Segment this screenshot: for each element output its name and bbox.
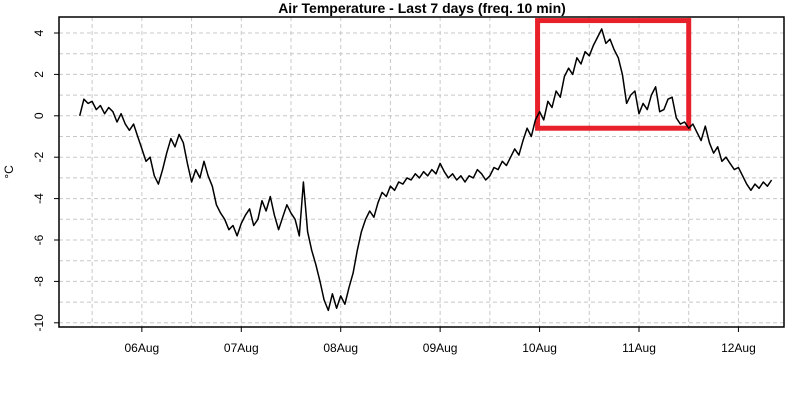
y-tick-label: 4 (32, 29, 46, 36)
plot-frame (58, 16, 785, 328)
x-tick-label: 12Aug (721, 341, 756, 355)
x-tick-label: 10Aug (522, 341, 557, 355)
chart-title: Air Temperature - Last 7 days (freq. 10 … (278, 0, 566, 16)
x-tick-label: 08Aug (323, 341, 358, 355)
grid-layer (59, 17, 784, 327)
y-tick-label: 2 (32, 71, 46, 78)
axis-layer: -10 -8 -6 -4 -2 0 2 4 06Aug 07Aug 08Aug 09Aug 10Aug 1… (32, 16, 785, 355)
y-tick-label: -10 (32, 314, 46, 332)
highlight-layer (535, 18, 692, 131)
series-layer (78, 28, 773, 312)
y-axis-label: °C (2, 165, 16, 179)
y-tick-label: -2 (32, 152, 46, 163)
x-tick-label: 09Aug (423, 341, 458, 355)
y-tick-label: 0 (32, 112, 46, 119)
highlight-box (535, 18, 692, 131)
y-tick-label: -4 (32, 193, 46, 204)
temperature-series-line (78, 28, 773, 312)
y-tick-label: -6 (32, 234, 46, 245)
x-tick-label: 07Aug (224, 341, 259, 355)
x-tick-label: 06Aug (125, 341, 160, 355)
y-tick-label: -8 (32, 276, 46, 287)
x-tick-label: 11Aug (622, 341, 656, 355)
